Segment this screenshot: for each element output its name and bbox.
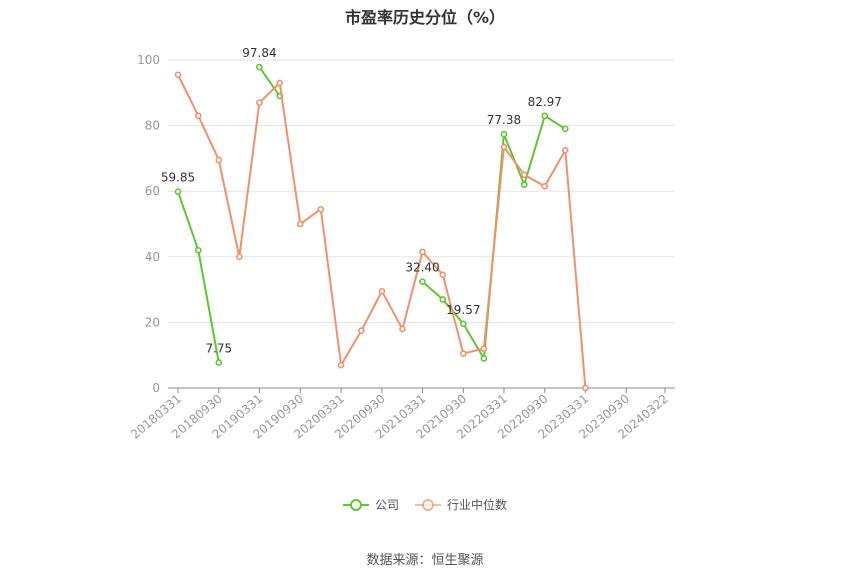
data-point-industry bbox=[195, 112, 202, 120]
data-label: 19.57 bbox=[446, 303, 480, 317]
data-point-industry bbox=[174, 71, 182, 79]
data-point-industry bbox=[500, 143, 508, 151]
data-point-company bbox=[419, 278, 426, 286]
data-label: 77.38 bbox=[487, 113, 521, 127]
data-point-company bbox=[439, 296, 447, 303]
data-point-industry bbox=[480, 345, 488, 352]
y-tick-label: 100 bbox=[137, 53, 160, 67]
data-point-industry bbox=[399, 325, 406, 333]
data-point-company bbox=[174, 188, 182, 195]
legend-label-company: 公司 bbox=[374, 498, 399, 512]
data-point-company bbox=[500, 130, 508, 138]
data-point-industry bbox=[582, 384, 589, 392]
legend-line-company-icon bbox=[342, 498, 369, 511]
series-line-company bbox=[177, 191, 220, 363]
chart-title: 市盈率历史分位（%） bbox=[344, 8, 506, 27]
data-point-industry bbox=[317, 205, 325, 213]
y-tick-label: 20 bbox=[145, 315, 160, 329]
series-line-company bbox=[258, 66, 281, 97]
data-point-company bbox=[480, 355, 488, 362]
data-point-industry bbox=[358, 327, 365, 334]
data-point-company bbox=[541, 112, 549, 120]
data-label: 7.75 bbox=[205, 342, 232, 356]
data-point-industry bbox=[236, 253, 243, 261]
legend-line-industry-icon bbox=[415, 498, 441, 511]
data-label: 32.40 bbox=[405, 261, 439, 275]
data-point-company bbox=[256, 63, 263, 71]
data-point-company bbox=[195, 246, 202, 254]
data-point-company bbox=[215, 359, 223, 366]
data-point-industry bbox=[378, 287, 386, 295]
data-point-company bbox=[561, 125, 569, 133]
data-point-industry bbox=[337, 361, 345, 369]
data-point-industry bbox=[256, 99, 263, 106]
chart-plot: 0204060801002018033120180930201903312019… bbox=[128, 46, 675, 442]
y-tick-label: 60 bbox=[145, 184, 160, 198]
data-point-industry bbox=[541, 182, 549, 190]
y-tick-label: 40 bbox=[145, 250, 160, 264]
legend-label-industry: 行业中位数 bbox=[447, 498, 508, 512]
data-point-industry bbox=[520, 171, 528, 179]
source-note: 数据来源：恒生聚源 bbox=[366, 553, 484, 568]
data-point-industry bbox=[419, 248, 426, 256]
data-point-industry bbox=[561, 146, 569, 154]
data-point-industry bbox=[215, 156, 223, 164]
data-point-company bbox=[460, 320, 467, 328]
data-label: 97.84 bbox=[242, 46, 276, 60]
y-tick-label: 80 bbox=[145, 119, 160, 133]
legend-item-industry[interactable]: 行业中位数 bbox=[415, 496, 507, 513]
legend: 公司 行业中位数 bbox=[0, 496, 850, 513]
y-tick-label: 0 bbox=[152, 381, 160, 395]
data-point-industry bbox=[460, 350, 467, 357]
series-line-industry bbox=[177, 74, 587, 389]
data-point-industry bbox=[439, 271, 447, 279]
data-label: 59.85 bbox=[161, 171, 195, 185]
data-label: 82.97 bbox=[528, 95, 562, 109]
data-point-industry bbox=[296, 220, 304, 228]
legend-item-company[interactable]: 公司 bbox=[342, 496, 399, 513]
data-point-industry bbox=[276, 79, 284, 87]
data-point-company bbox=[520, 181, 528, 188]
